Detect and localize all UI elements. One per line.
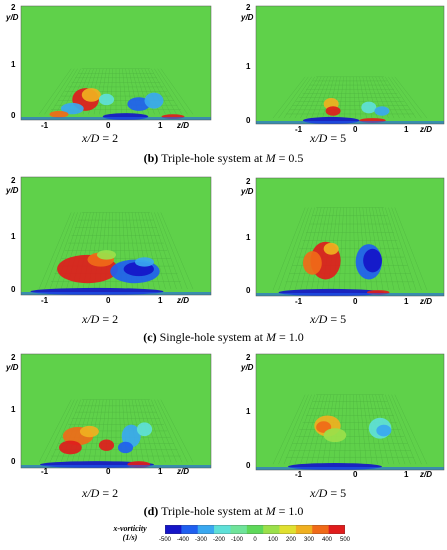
station-label-c-left: x/D = 2 xyxy=(82,312,119,326)
z-axis-label: z/D xyxy=(177,467,189,476)
vorticity-field xyxy=(20,176,212,296)
colorbar-tick-label: -100 xyxy=(230,537,243,543)
colorbar-tick-label: 400 xyxy=(321,537,332,543)
station-label-d-right: x/D = 5 xyxy=(310,486,347,500)
colorbar-swatch xyxy=(230,525,248,534)
colorbar-swatch xyxy=(165,525,182,534)
colorbar-swatch xyxy=(312,525,329,534)
colorbar-swatch xyxy=(197,525,215,534)
ytick-1: 1 xyxy=(11,60,16,69)
y-axis-label: y/D xyxy=(241,363,254,372)
colorbar-tick-label: 200 xyxy=(285,537,296,543)
ztick-1: 1 xyxy=(404,297,409,306)
ztick-neg1: -1 xyxy=(41,296,49,305)
colorbar xyxy=(165,525,345,534)
vorticity-field xyxy=(20,353,212,469)
colorbar-swatch xyxy=(214,525,231,534)
station-label-b-left: x/D = 2 xyxy=(82,131,119,145)
z-axis-label: z/D xyxy=(420,470,432,479)
ytick-0: 0 xyxy=(246,461,251,470)
colorbar-swatch xyxy=(263,525,280,534)
ytick-2: 2 xyxy=(11,176,16,185)
ztick-1: 1 xyxy=(404,470,409,479)
colorbar-title: x-vorticity (1/s) xyxy=(113,524,147,542)
ytick-2: 2 xyxy=(246,3,251,12)
ytick-1: 1 xyxy=(11,405,16,414)
ztick-1: 1 xyxy=(404,125,409,134)
ytick-1: 1 xyxy=(246,62,251,71)
ztick-neg1: -1 xyxy=(295,125,303,134)
ztick-0: 0 xyxy=(353,297,358,306)
colorbar-tick-label: 0 xyxy=(253,537,257,543)
colorbar-swatch xyxy=(295,525,313,534)
colorbar-swatch xyxy=(328,525,345,534)
colorbar-tick-label: 500 xyxy=(339,537,350,543)
station-label-d-left: x/D = 2 xyxy=(82,486,119,500)
vorticity-field xyxy=(255,5,445,125)
ztick-1: 1 xyxy=(158,467,163,476)
ztick-1: 1 xyxy=(158,296,163,305)
y-axis-label: y/D xyxy=(241,187,254,196)
caption-d: (d) Triple-hole system at M = 1.0 xyxy=(143,504,304,518)
colorbar-tick-label: 300 xyxy=(303,537,314,543)
caption-c: (c) Single-hole system at M = 1.0 xyxy=(143,330,304,344)
z-axis-label: z/D xyxy=(177,121,189,130)
z-axis-label: z/D xyxy=(177,296,189,305)
ztick-0: 0 xyxy=(106,467,111,476)
contour-plot-d-right: 2 y/D 1 0 -1 0 1 z/D xyxy=(240,352,445,479)
station-label-c-right: x/D = 5 xyxy=(310,312,347,326)
z-axis-label: z/D xyxy=(420,125,432,134)
colorbar-tick-label: -300 xyxy=(194,537,207,543)
ytick-2: 2 xyxy=(246,177,251,186)
ytick-0: 0 xyxy=(11,111,16,120)
ytick-2: 2 xyxy=(11,353,16,362)
y-axis-label: y/D xyxy=(6,13,19,22)
ytick-2: 2 xyxy=(246,353,251,362)
ztick-0: 0 xyxy=(353,125,358,134)
ytick-0: 0 xyxy=(11,285,16,294)
y-axis-label: y/D xyxy=(241,13,254,22)
ztick-0: 0 xyxy=(106,121,111,130)
ztick-1: 1 xyxy=(158,121,163,130)
ztick-neg1: -1 xyxy=(295,470,303,479)
contour-plot-d-left: 2 y/D 1 0 -1 0 1 z/D xyxy=(6,352,212,476)
ztick-0: 0 xyxy=(353,470,358,479)
colorbar-ticks: -500 -400 -300 -200 -100 0 100 200 300 400 500 xyxy=(159,537,350,545)
y-axis-label: y/D xyxy=(6,186,19,195)
z-axis-label: z/D xyxy=(420,297,432,306)
ztick-neg1: -1 xyxy=(295,297,303,306)
ytick-1: 1 xyxy=(246,407,251,416)
colorbar-tick-label: 100 xyxy=(267,537,278,543)
ytick-1: 1 xyxy=(246,233,251,242)
y-axis-label: y/D xyxy=(6,363,19,372)
contour-plot-c-left: 2 y/D 1 0 -1 0 1 z/D xyxy=(6,175,212,305)
ytick-0: 0 xyxy=(246,286,251,295)
colorbar-swatch xyxy=(279,525,297,534)
ytick-0: 0 xyxy=(11,457,16,466)
ztick-neg1: -1 xyxy=(41,467,49,476)
vorticity-field xyxy=(20,5,212,121)
ztick-0: 0 xyxy=(106,296,111,305)
contour-plot-c-right: 2 y/D 1 0 -1 0 1 z/D xyxy=(240,176,445,306)
ytick-2: 2 xyxy=(11,3,16,12)
ztick-neg1: -1 xyxy=(41,121,49,130)
contour-plot-b-left: 2 y/D 1 0 -1 0 1 z/D xyxy=(6,3,212,130)
station-label-b-right: x/D = 5 xyxy=(310,131,347,145)
colorbar-tick-label: -200 xyxy=(212,537,225,543)
ytick-0: 0 xyxy=(246,116,251,125)
contour-plot-b-right: 2 y/D 1 0 -1 0 1 z/D xyxy=(240,3,445,134)
colorbar-swatch xyxy=(246,525,264,534)
vorticity-field xyxy=(255,177,445,297)
ytick-1: 1 xyxy=(11,232,16,241)
caption-b: (b) Triple-hole system at M = 0.5 xyxy=(143,151,304,165)
colorbar-swatch xyxy=(181,525,199,534)
colorbar-tick-label: -400 xyxy=(176,537,189,543)
colorbar-tick-label: -500 xyxy=(158,537,171,543)
vorticity-field xyxy=(255,353,445,471)
